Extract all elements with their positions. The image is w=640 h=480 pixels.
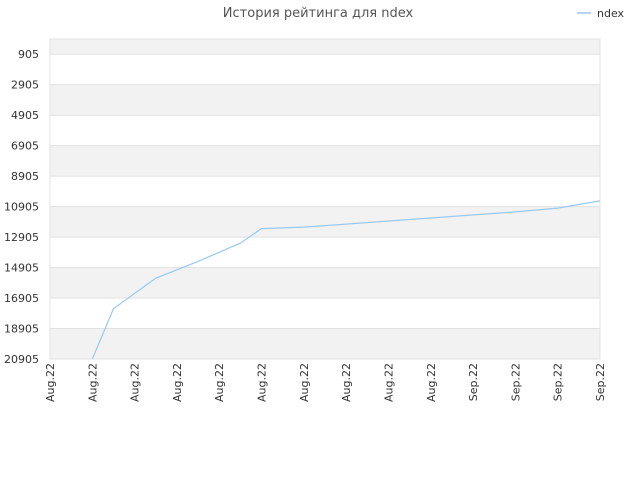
y-tick-label: 8905	[11, 170, 39, 183]
x-tick-label: Sep.22	[594, 363, 607, 401]
x-tick-label: Aug.22	[256, 363, 269, 402]
x-tick-label: Aug.22	[298, 363, 311, 402]
x-tick-label: Aug.22	[86, 363, 99, 402]
plot-band	[50, 237, 600, 268]
y-tick-label: 4905	[11, 109, 39, 122]
plot-band	[50, 328, 600, 359]
y-tick-label: 905	[18, 48, 39, 61]
plot-band	[50, 145, 600, 177]
y-tick-label: 16905	[4, 292, 39, 305]
plot-bands	[49, 38, 601, 360]
plot-band	[50, 176, 600, 207]
plot-band	[50, 115, 600, 146]
legend-label-ndex: ndex	[597, 7, 625, 20]
y-tick-label: 18905	[4, 323, 39, 336]
x-axis-tick-labels: Aug.22 Aug.22 Aug.22 Aug.22 Aug.22 Aug.22 Aug.…	[44, 363, 607, 402]
y-tick-label: 12905	[4, 231, 39, 244]
x-tick-label: Aug.22	[171, 363, 184, 402]
plot-band	[50, 206, 600, 238]
x-tick-label: Aug.22	[44, 363, 57, 402]
x-tick-label: Aug.22	[213, 363, 226, 402]
series-layer	[91, 200, 601, 360]
y-tick-label: 20905	[4, 353, 39, 366]
x-tick-label: Sep.22	[552, 363, 565, 401]
y-tick-label: 14905	[4, 262, 39, 275]
x-tick-label: Aug.22	[382, 363, 395, 402]
chart-title: История рейтинга для ndex	[223, 6, 414, 21]
plot-band	[50, 298, 600, 329]
plot-band	[50, 267, 600, 299]
x-tick-label: Sep.22	[509, 363, 522, 401]
gridlines	[50, 53, 600, 360]
plot-band	[50, 54, 600, 85]
y-axis-tick-labels: 905 2905 4905 6905 8905 10905 12905 14905 16905 1…	[4, 48, 39, 366]
x-tick-label: Aug.22	[340, 363, 353, 402]
x-tick-label: Aug.22	[425, 363, 438, 402]
series-line-ndex	[91, 200, 601, 360]
x-tick-label: Sep.22	[467, 363, 480, 401]
x-tick-label: Aug.22	[129, 363, 142, 402]
y-tick-label: 6905	[11, 140, 39, 153]
plot-band	[50, 39, 600, 55]
y-tick-label: 10905	[4, 201, 39, 214]
plot-band	[50, 84, 600, 116]
legend: ndex	[577, 7, 625, 20]
y-tick-label: 2905	[11, 79, 39, 92]
